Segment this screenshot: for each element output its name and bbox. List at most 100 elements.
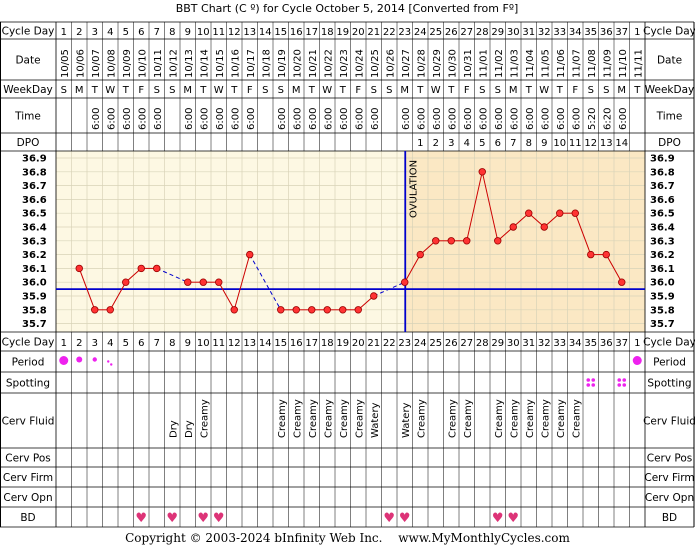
- post-ovulation-area: [405, 151, 645, 332]
- cycle-day-cell: 17: [305, 27, 318, 38]
- cycle-day-cell: 27: [460, 27, 473, 38]
- cycle-day-cell: 11: [212, 338, 225, 349]
- cycle-day-cell: 19: [336, 338, 349, 349]
- period-marker: [59, 356, 69, 365]
- cycle-day-cell: 25: [429, 27, 442, 38]
- temp-gap-segment: [373, 281, 405, 297]
- date-cell: 10/19: [277, 49, 288, 78]
- cycle-day-cell: 7: [154, 27, 160, 38]
- dpo-cell: 3: [448, 138, 454, 149]
- bd-heart-icon: ♥: [383, 511, 395, 526]
- y-tick-label-right: 36.1: [650, 264, 675, 275]
- cycle-day-cell: 4: [107, 27, 113, 38]
- cycle-day-cell: 20: [352, 27, 365, 38]
- weekday-cell: M: [183, 85, 192, 96]
- time-cell: 6:00: [370, 108, 381, 130]
- weekday-cell: S: [386, 85, 392, 96]
- weekday-cell: F: [247, 85, 253, 96]
- y-tick-label-left: 35.9: [22, 292, 47, 303]
- cycle-day-cell: 31: [522, 338, 535, 349]
- y-tick-label-right: 36.7: [650, 181, 675, 192]
- row-label-period-right: Period: [653, 357, 686, 369]
- y-tick-label-right: 36.2: [650, 250, 675, 261]
- cycle-day-cell: 30: [507, 27, 520, 38]
- cycle-day-cell: 33: [553, 27, 566, 38]
- cycle-day-cell: 1: [634, 338, 640, 349]
- temp-point: [416, 250, 424, 259]
- weekday-cell: W: [431, 85, 441, 96]
- cerv-fluid-cell: Creamy: [277, 399, 288, 438]
- weekday-cell: T: [525, 85, 533, 96]
- cycle-day-cell: 22: [383, 27, 396, 38]
- date-cell: 10/18: [261, 49, 272, 78]
- date-cell: 10/11: [153, 49, 164, 78]
- y-tick-label-right: 35.8: [650, 305, 675, 316]
- cycle-day-cell: 24: [414, 27, 427, 38]
- date-cell: 10/27: [401, 49, 412, 78]
- temp-line-segment: [404, 254, 421, 283]
- row-label-cerv-fluid-left: Cerv Fluid: [2, 416, 55, 428]
- site-link[interactable]: www.MyMonthlyCycles.com: [398, 531, 570, 545]
- weekday-cell: T: [416, 85, 424, 96]
- cerv-fluid-cell: Creamy: [463, 399, 474, 438]
- weekday-cell: M: [400, 85, 409, 96]
- date-cell: 11/11: [633, 49, 644, 78]
- cycle-day-cell: 34: [569, 338, 582, 349]
- cycle-day-cell: 18: [321, 338, 334, 349]
- spotting-marker: [586, 383, 591, 387]
- temp-point: [122, 278, 130, 286]
- temp-point: [75, 264, 83, 273]
- cycle-day-cell: 23: [398, 27, 411, 38]
- ovulation-label: OVULATION: [408, 160, 419, 218]
- cerv-fluid-cell: Creamy: [571, 399, 582, 438]
- dpo-cell: 6: [495, 138, 501, 149]
- date-cell: 10/14: [199, 49, 210, 78]
- cycle-day-cell: 24: [414, 338, 427, 349]
- period-marker: [110, 363, 113, 366]
- weekday-cell: T: [339, 85, 347, 96]
- time-cell: 6:00: [91, 108, 102, 130]
- time-cell: 6:00: [106, 108, 117, 130]
- row-label-period-left: Period: [12, 357, 45, 369]
- cycle-day-cell: 20: [352, 338, 365, 349]
- temp-point: [339, 306, 347, 314]
- time-cell: 6:00: [122, 108, 133, 130]
- spotting-marker: [591, 383, 596, 387]
- temp-point: [246, 250, 254, 259]
- cerv-fluid-cell: Creamy: [540, 399, 551, 438]
- temp-point: [153, 264, 161, 273]
- cycle-day-cell: 4: [107, 338, 113, 349]
- y-tick-label-right: 36.8: [650, 167, 675, 178]
- cycle-day-cell: 5: [123, 27, 129, 38]
- cycle-day-cell: 5: [123, 338, 129, 349]
- spotting-marker: [586, 378, 591, 382]
- dpo-cell: 12: [584, 138, 597, 149]
- weekday-cell: M: [75, 85, 84, 96]
- y-tick-label-right: 36.3: [650, 236, 675, 247]
- weekday-cell: S: [495, 85, 501, 96]
- weekday-cell: W: [214, 85, 224, 96]
- pre-ovulation-area: [56, 151, 406, 332]
- temp-point: [432, 237, 440, 245]
- weekday-cell: W: [539, 85, 549, 96]
- time-cell: 6:00: [137, 108, 148, 130]
- dpo-cell: 9: [541, 138, 547, 149]
- temp-point: [463, 237, 471, 245]
- cycle-day-cell: 21: [367, 27, 380, 38]
- temp-point: [106, 306, 114, 314]
- y-tick-label-right: 36.5: [650, 209, 675, 220]
- time-cell: 6:00: [540, 108, 551, 130]
- row-label-cerv-firm-left: Cerv Firm: [3, 472, 53, 484]
- cycle-day-cell: 26: [445, 27, 458, 38]
- time-cell: 6:00: [463, 108, 474, 130]
- date-cell: 10/10: [137, 49, 148, 78]
- cerv-fluid-cell: Creamy: [292, 399, 303, 438]
- cycle-day-cell: 15: [274, 338, 287, 349]
- cycle-day-cell: 8: [169, 27, 175, 38]
- time-cell: 6:00: [354, 108, 365, 130]
- weekday-cell: T: [556, 85, 564, 96]
- time-cell: 6:00: [556, 108, 567, 130]
- y-tick-label-left: 36.8: [22, 167, 47, 178]
- bd-heart-icon: ♥: [213, 511, 225, 526]
- temp-point: [494, 237, 502, 245]
